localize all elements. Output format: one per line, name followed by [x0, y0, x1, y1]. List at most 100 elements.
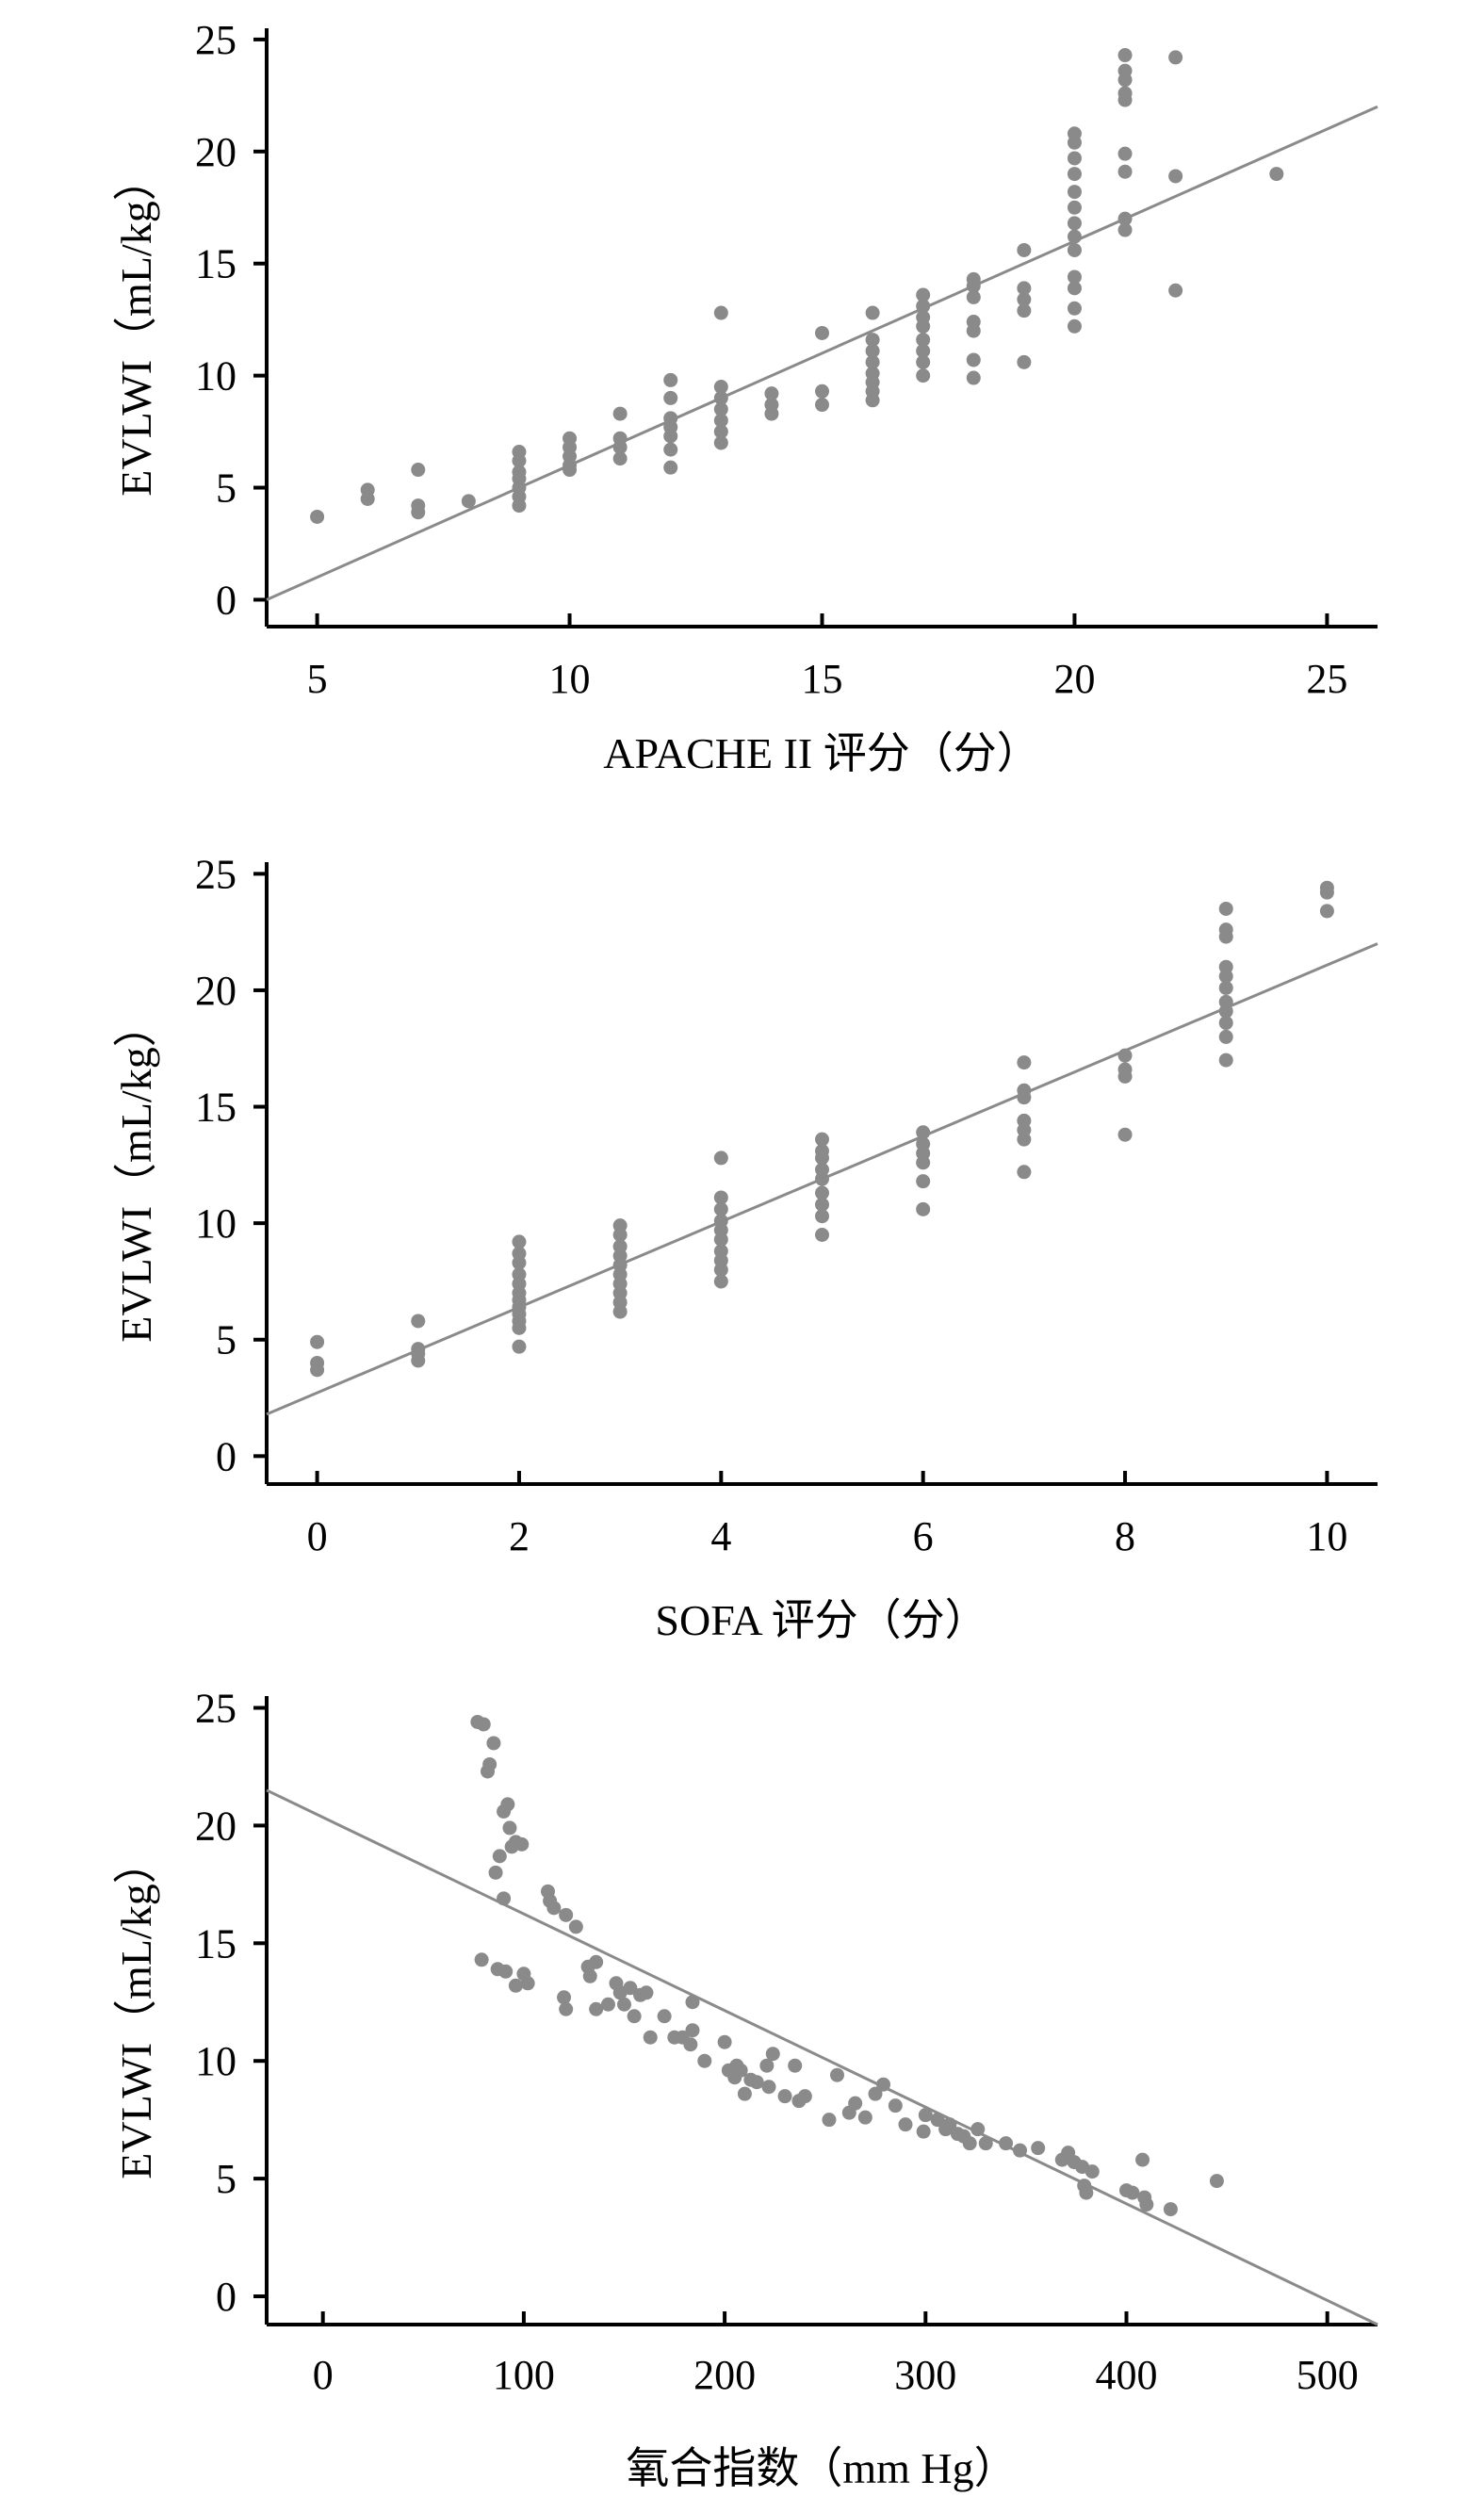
x-tick-label: 0: [307, 1513, 328, 1559]
data-point: [848, 2096, 863, 2111]
data-point: [797, 2089, 812, 2104]
data-point: [713, 1190, 728, 1205]
data-point: [1117, 222, 1133, 237]
data-point: [697, 2053, 712, 2068]
data-point: [643, 2030, 658, 2045]
data-point: [999, 2136, 1014, 2151]
x-tick-label: 100: [493, 2352, 555, 2398]
data-point: [1117, 1127, 1133, 1142]
data-point: [1067, 269, 1082, 285]
y-tick-label: 0: [216, 2274, 236, 2320]
x-tick-label: 20: [1053, 656, 1095, 702]
y-tick-label: 20: [195, 968, 236, 1014]
data-point: [1067, 301, 1082, 316]
data-point: [865, 343, 880, 358]
x-tick-label: 8: [1115, 1513, 1135, 1559]
x-tick-label: 5: [307, 656, 328, 702]
x-tick-label: 4: [710, 1513, 731, 1559]
data-point: [589, 1954, 604, 1969]
data-point: [360, 482, 375, 498]
data-point: [1117, 1048, 1133, 1063]
data-point: [1067, 151, 1082, 166]
data-point: [1067, 318, 1082, 334]
data-point: [1117, 1062, 1133, 1077]
data-point: [1218, 1016, 1233, 1031]
y-axis-title: EVLWI（mL/kg）: [112, 157, 160, 496]
data-point: [713, 401, 728, 416]
y-tick-label: 25: [195, 17, 236, 63]
y-tick-label: 10: [195, 1200, 236, 1247]
data-point: [966, 352, 981, 367]
y-tick-label: 10: [195, 353, 236, 400]
data-point: [546, 1901, 562, 1916]
data-point: [512, 1339, 527, 1354]
y-tick-label: 0: [216, 577, 236, 623]
data-point: [663, 390, 678, 405]
data-point: [582, 1968, 597, 1983]
data-point: [777, 2089, 792, 2104]
data-point: [500, 1797, 515, 1812]
x-axis-title: APACHE II 评分（分）: [603, 729, 1039, 777]
data-point: [761, 2080, 776, 2095]
data-point: [1163, 2202, 1178, 2217]
x-tick-label: 10: [549, 656, 591, 702]
data-point: [1067, 185, 1082, 200]
y-tick-label: 25: [195, 1685, 236, 1731]
data-point: [1017, 281, 1032, 296]
data-point: [600, 1997, 615, 2012]
data-point: [916, 343, 931, 358]
data-point: [1117, 211, 1133, 226]
data-point: [1269, 167, 1284, 182]
x-tick-label: 400: [1095, 2352, 1157, 2398]
data-point: [512, 1267, 527, 1282]
x-tick-label: 300: [894, 2352, 956, 2398]
data-point: [663, 460, 678, 475]
data-point: [1117, 164, 1133, 179]
data-point: [589, 2001, 604, 2016]
data-point: [1067, 167, 1082, 182]
data-point: [612, 1239, 628, 1254]
data-point: [713, 1201, 728, 1216]
data-point: [1017, 1055, 1032, 1070]
data-point: [612, 1218, 628, 1233]
data-point: [916, 1125, 931, 1140]
data-point: [713, 413, 728, 428]
data-point: [1218, 922, 1233, 938]
data-point: [1125, 2185, 1140, 2200]
data-point: [966, 289, 981, 304]
data-point: [713, 1244, 728, 1259]
data-point: [759, 2058, 775, 2073]
data-point: [717, 2034, 732, 2049]
x-tick-label: 500: [1296, 2352, 1359, 2398]
data-point: [916, 2124, 931, 2139]
data-point: [557, 1990, 572, 2005]
data-point: [1117, 146, 1133, 161]
data-point: [411, 463, 426, 478]
y-tick-label: 5: [216, 465, 236, 512]
data-point: [1013, 2143, 1028, 2158]
data-point: [476, 1717, 491, 1732]
data-point: [713, 305, 728, 320]
x-tick-label: 25: [1306, 656, 1347, 702]
data-point: [815, 1162, 829, 1177]
data-point: [1031, 2141, 1046, 2156]
x-tick-label: 200: [693, 2352, 756, 2398]
data-point: [764, 386, 779, 401]
data-point: [1168, 50, 1183, 65]
data-point: [918, 2108, 933, 2123]
data-point: [1319, 880, 1334, 895]
data-point: [1209, 2174, 1224, 2189]
data-point: [683, 2037, 698, 2052]
data-point: [1168, 283, 1183, 298]
data-point: [512, 465, 527, 480]
data-point: [815, 1185, 829, 1200]
data-point: [639, 1985, 654, 2000]
data-point: [916, 299, 931, 314]
data-point: [1017, 1113, 1032, 1128]
data-point: [1218, 994, 1233, 1009]
data-point: [733, 2063, 748, 2078]
data-point: [1017, 354, 1032, 369]
data-point: [916, 354, 931, 369]
data-point: [1218, 901, 1233, 916]
